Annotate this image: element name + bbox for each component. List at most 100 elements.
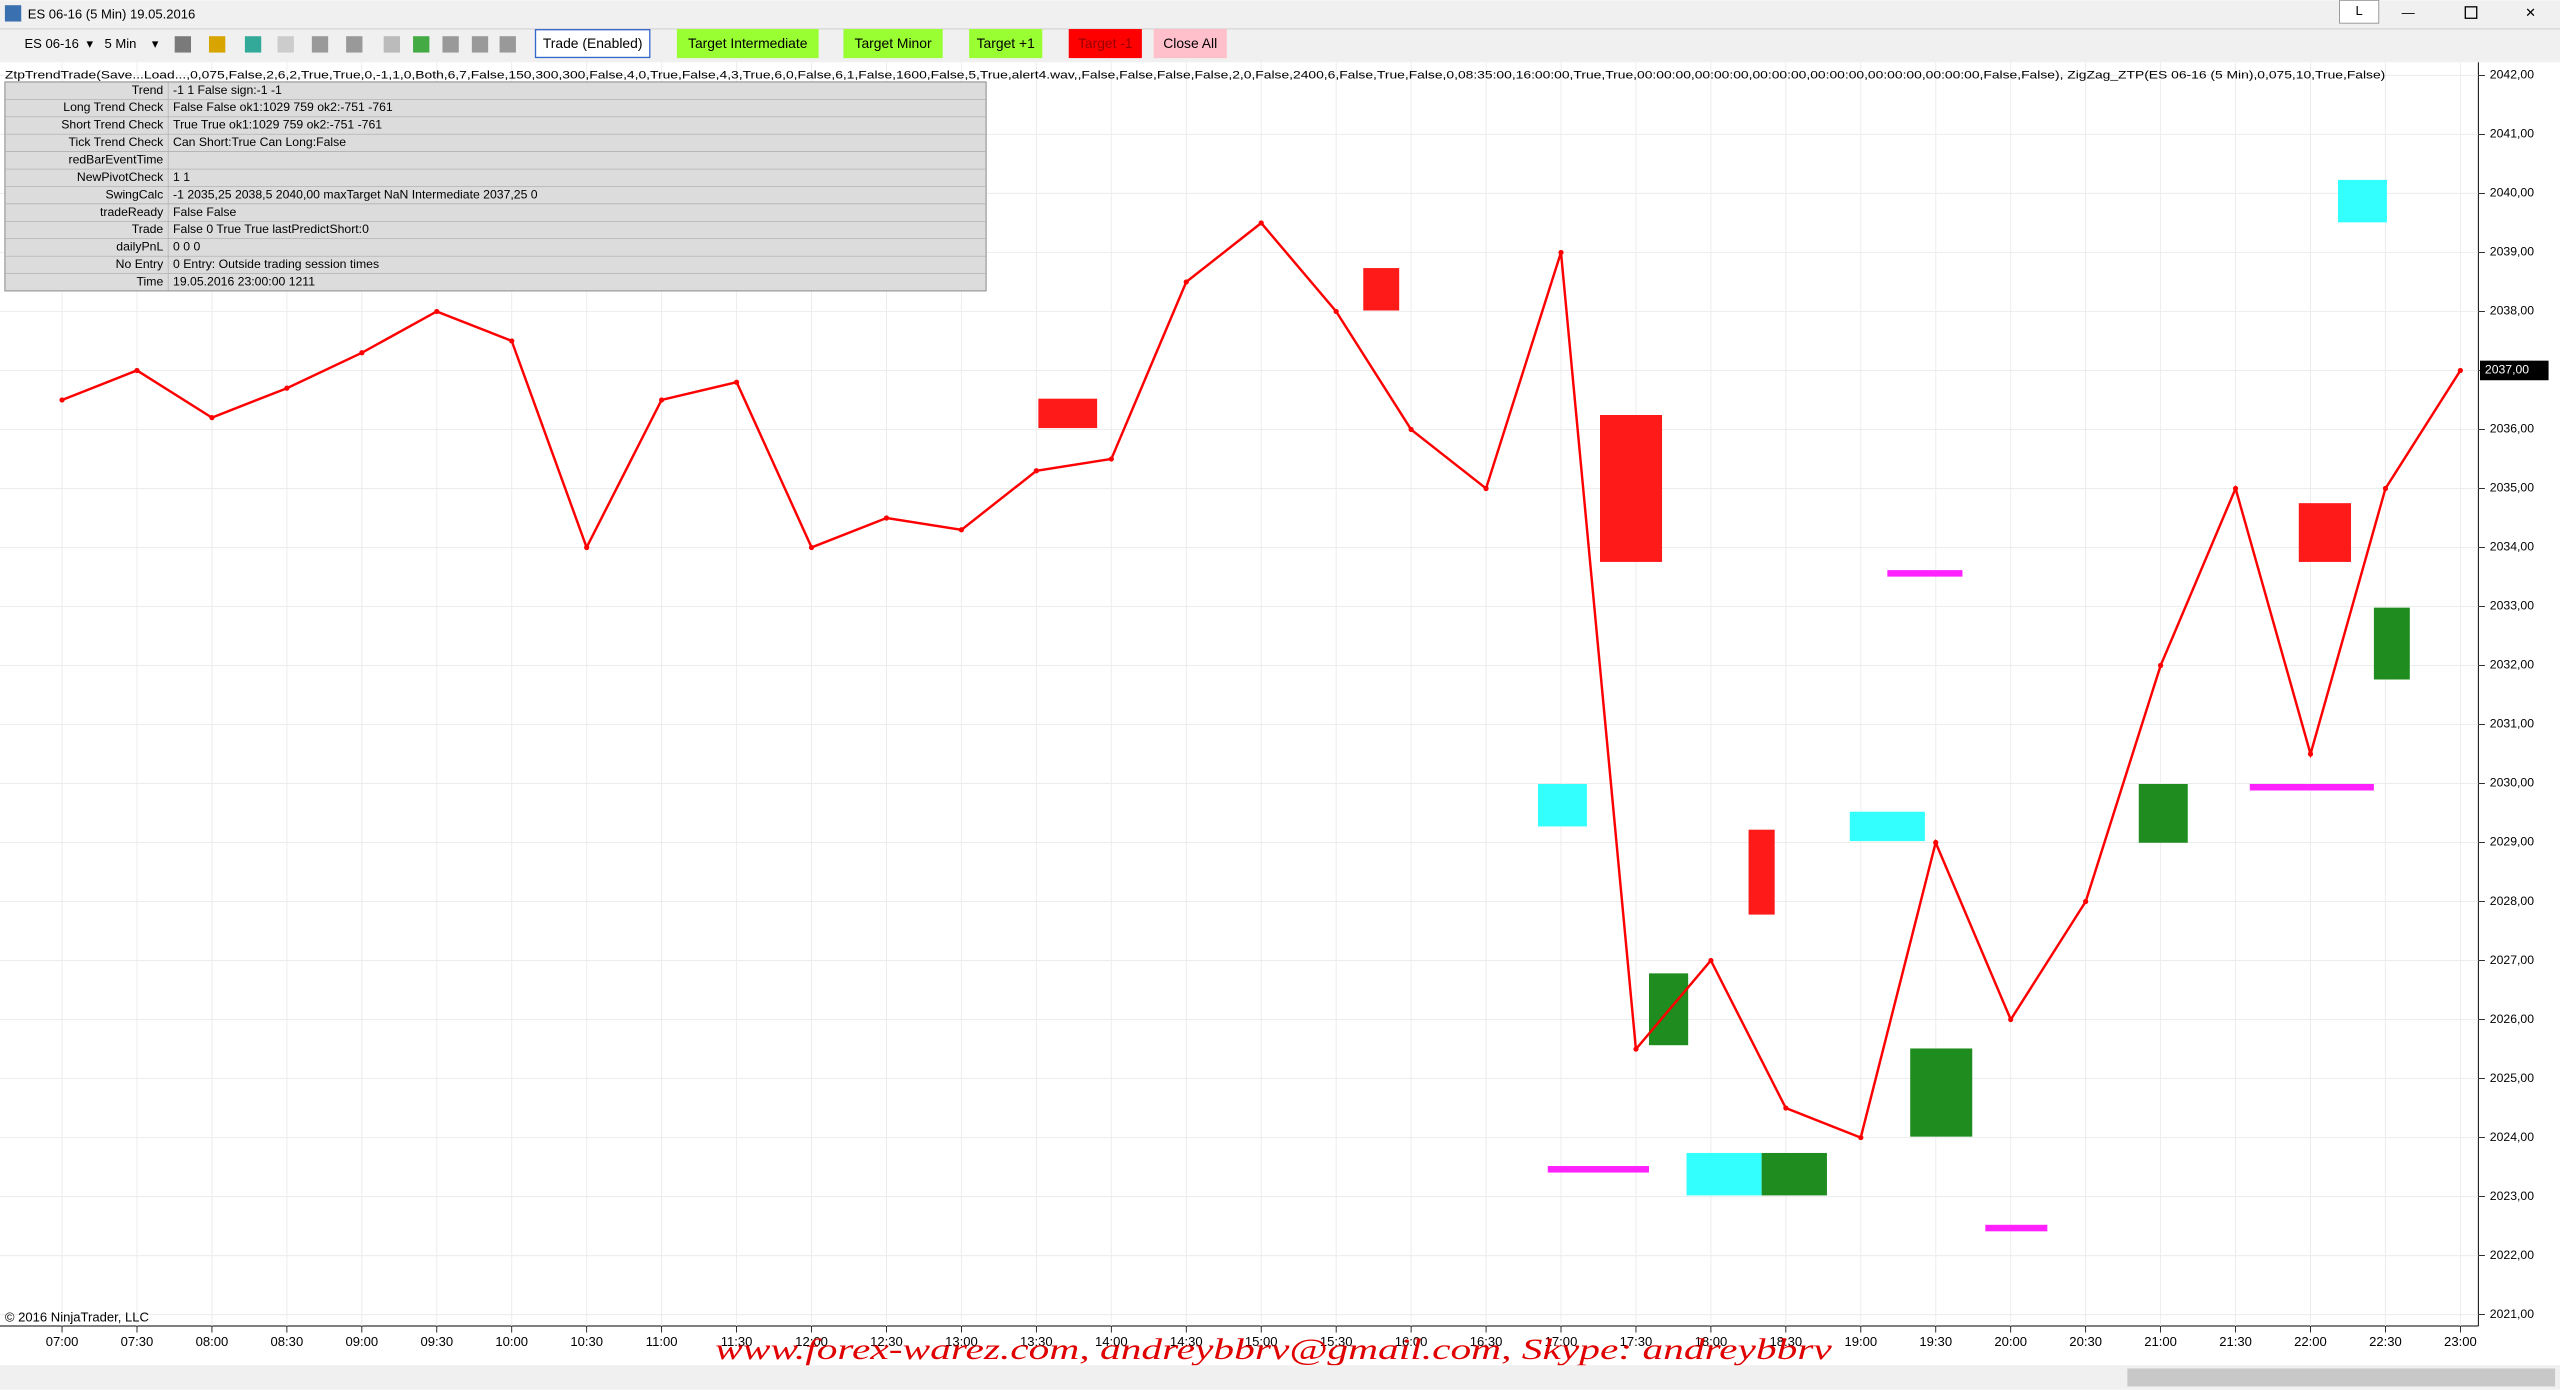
info-label: dailyPnL [116,240,163,254]
instrument-selector[interactable]: ES 06-16 [24,36,78,51]
info-value: -1 1 False sign:-1 -1 [173,83,282,97]
toolbar-button-label[interactable]: Target -1 [1078,35,1133,51]
price-point [1858,1134,1864,1141]
y-tick-label: 2028,00 [2490,894,2534,908]
y-tick-label: 2036,00 [2490,422,2534,436]
interval-selector[interactable]: 5 Min [104,36,136,51]
x-tick-label: 09:00 [346,1334,379,1349]
price-point [2083,898,2089,905]
price-point [284,385,290,391]
toolbar-button[interactable] [969,29,1043,59]
info-label: Short Trend Check [61,118,164,132]
window-chrome [0,0,2560,63]
dropdown-arrow[interactable]: ▾ [87,36,94,51]
x-tick-label: 22:00 [2294,1334,2327,1349]
y-tick-label: 2025,00 [2490,1071,2534,1085]
signal-box [2373,607,2410,680]
tool-icon[interactable] [311,36,329,53]
toolbar-button[interactable] [1153,29,1227,59]
maximize-button[interactable] [2464,6,2478,19]
price-point [1333,308,1339,315]
x-tick-label: 21:30 [2219,1334,2252,1349]
y-tick-label: 2040,00 [2490,186,2534,200]
signal-boxes [1038,179,2410,1232]
toolbar-button[interactable] [1068,29,1142,59]
signal-box [1600,415,1663,562]
minimize-button[interactable]: — [2402,5,2416,20]
info-value: 1 1 [173,170,190,184]
y-tick-label: 2042,00 [2490,68,2534,82]
dropdown-arrow[interactable]: ▾ [152,36,159,51]
x-tick-label: 07:00 [46,1334,79,1349]
price-point [1483,485,1489,492]
tool-icons [174,36,516,53]
toolbar-buttons: Trade (Enabled) Target Intermediate Target… [534,29,1227,59]
toolbar-button-label[interactable]: Close All [1163,35,1217,51]
signal-box [1761,1152,1827,1196]
tool-icon[interactable] [174,36,192,53]
price-point [1783,1105,1789,1111]
x-tick-label: 13:30 [1020,1334,1053,1349]
window-title: ES 06-16 (5 Min) 19.05.2016 [28,6,196,21]
info-value: True True ok1:1029 759 ok2:-751 -761 [173,118,382,132]
price-point [359,350,365,356]
info-table: Trend -1 1 False sign:-1 -1 Long Trend Che… [4,81,987,292]
signal-box [1686,1152,1762,1196]
price-point [1033,468,1039,474]
y-tick-label: 2026,00 [2490,1012,2534,1026]
tool-icon[interactable] [471,36,489,53]
y-tick-label: 2029,00 [2490,835,2534,849]
tool-icon[interactable] [413,36,430,53]
y-tick-label: 2022,00 [2490,1248,2534,1262]
toolbar-button-label[interactable]: Target Intermediate [688,35,808,51]
price-point [2157,662,2164,669]
x-tick-label: 15:30 [1320,1334,1353,1349]
info-label: Tick Trend Check [69,135,165,149]
watermark: www.forex-warez.com, andreybbrv@gmail.co… [715,1334,1833,1366]
toolbar-button-label[interactable]: Trade (Enabled) [543,35,643,51]
minimize-label[interactable]: L [2356,3,2363,18]
minimize-box[interactable] [2339,0,2380,24]
info-label: NewPivotCheck [77,170,164,184]
tool-icon[interactable] [208,36,226,53]
y-tick-label: 2030,00 [2490,776,2534,790]
info-value: False 0 True True lastPredictShort:0 [173,222,369,236]
price-point [808,544,815,551]
x-tick-label: 17:30 [1620,1334,1653,1349]
x-tick-label: 18:00 [1695,1334,1728,1349]
x-tick-label: 19:30 [1919,1334,1952,1349]
toolbar-button[interactable] [676,29,819,59]
x-tick-label: 23:00 [2444,1334,2477,1349]
x-tick-label: 10:30 [570,1334,603,1349]
tool-icon[interactable] [442,36,459,53]
price-point [2232,485,2239,492]
close-button[interactable]: ✕ [2525,5,2536,20]
tool-icon[interactable] [277,36,294,53]
tool-icon[interactable] [383,36,400,53]
y-tick-label: 2023,00 [2490,1189,2534,1203]
toolbar-button[interactable] [843,29,943,59]
tool-icon[interactable] [244,36,262,53]
info-value: False False ok1:1029 759 ok2:-751 -761 [173,100,393,114]
x-tick-label: 17:00 [1545,1334,1578,1349]
toolbar-button-label[interactable]: Target +1 [977,35,1035,51]
x-tick-label: 12:00 [795,1334,828,1349]
x-tick-label: 08:00 [196,1334,229,1349]
info-label: Time [137,274,164,288]
toolbar-button-label[interactable]: Target Minor [855,35,932,51]
tool-icon[interactable] [499,36,516,53]
x-tick-label: 20:30 [2069,1334,2102,1349]
price-point [584,544,590,551]
price-point [733,379,740,385]
info-label: Trade [132,222,164,236]
signal-box [1537,783,1587,827]
toolbar-button[interactable] [534,29,651,59]
scrollbar-thumb[interactable] [2127,1368,2556,1387]
price-point [958,527,965,533]
price-point [134,367,140,374]
price-point [659,397,665,403]
price-point [509,338,515,344]
price-point [1183,279,1189,285]
tool-icon[interactable] [346,36,363,53]
